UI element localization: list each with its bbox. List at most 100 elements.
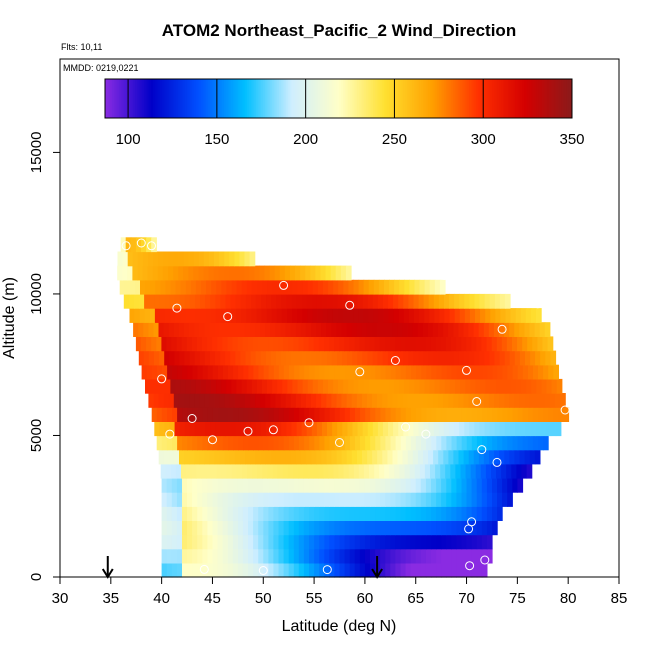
heatmap-cell bbox=[458, 350, 465, 366]
heatmap-cell bbox=[339, 492, 346, 507]
heatmap-cell bbox=[426, 407, 432, 422]
colorbar-swatch bbox=[200, 79, 204, 118]
heatmap-cell bbox=[200, 378, 207, 394]
heatmap-cell bbox=[314, 534, 320, 550]
heatmap-cell bbox=[263, 520, 269, 536]
colorbar-swatch bbox=[543, 79, 546, 118]
x-tick-label: 45 bbox=[204, 590, 221, 607]
heatmap-cell bbox=[551, 378, 558, 394]
heatmap-cell bbox=[187, 562, 193, 578]
heatmap-cell bbox=[197, 534, 203, 550]
colorbar-swatch bbox=[165, 79, 168, 118]
heatmap-cell bbox=[522, 435, 529, 451]
heatmap-cell bbox=[453, 449, 460, 465]
heatmap-cell bbox=[297, 378, 304, 394]
heatmap-cell bbox=[421, 364, 427, 380]
heatmap-cell bbox=[226, 463, 233, 479]
heatmap-cell bbox=[311, 293, 318, 309]
colorbar-swatch bbox=[174, 79, 177, 118]
colorbar-swatch bbox=[326, 79, 330, 118]
heatmap-cell bbox=[232, 562, 239, 578]
heatmap-cell bbox=[441, 364, 448, 380]
colorbar-swatch bbox=[429, 79, 433, 118]
heatmap-cell bbox=[288, 336, 295, 352]
heatmap-cell bbox=[463, 393, 470, 408]
heatmap-cell bbox=[499, 393, 505, 408]
heatmap-cell bbox=[238, 407, 244, 422]
heatmap-cell bbox=[402, 449, 409, 465]
colorbar-tick-label: 300 bbox=[471, 131, 496, 148]
heatmap-cell bbox=[133, 322, 139, 337]
heatmap-cell bbox=[261, 293, 267, 309]
heatmap-cell bbox=[370, 492, 376, 507]
colorbar-swatch bbox=[209, 79, 213, 118]
colorbar-swatch bbox=[245, 79, 248, 118]
heatmap-cell bbox=[359, 562, 366, 578]
heatmap-cell bbox=[282, 463, 289, 479]
colorbar-swatch bbox=[362, 79, 365, 118]
colorbar-swatch bbox=[330, 79, 333, 118]
heatmap-cell bbox=[263, 477, 269, 493]
heatmap-cell bbox=[392, 393, 399, 408]
heatmap-cell bbox=[300, 322, 307, 337]
heatmap-cell bbox=[165, 463, 172, 479]
heatmap-cell bbox=[539, 393, 546, 408]
colorbar-swatch bbox=[495, 79, 498, 118]
heatmap-cell bbox=[202, 562, 208, 578]
flight-points bbox=[121, 238, 570, 575]
heatmap-cell bbox=[216, 279, 222, 295]
heatmap-cell bbox=[158, 393, 165, 408]
heatmap-cell bbox=[232, 492, 239, 507]
heatmap-cell bbox=[337, 308, 344, 323]
heatmap-cell bbox=[287, 279, 294, 295]
colorbar-swatch bbox=[422, 79, 426, 118]
heatmap-cell bbox=[211, 279, 217, 295]
colorbar-swatch bbox=[296, 79, 300, 118]
colorbar-swatch bbox=[207, 79, 211, 118]
colorbar-swatch bbox=[105, 79, 108, 118]
heatmap-cell bbox=[234, 449, 241, 465]
heatmap-cell bbox=[148, 350, 155, 366]
heatmap-cell bbox=[402, 322, 409, 337]
heatmap-cell bbox=[254, 265, 261, 281]
heatmap-cell bbox=[416, 407, 422, 422]
heatmap-cell bbox=[532, 407, 539, 422]
colorbar-swatch bbox=[556, 79, 559, 118]
heatmap-cell bbox=[550, 421, 557, 437]
heatmap-cell bbox=[242, 548, 249, 564]
heatmap-cell bbox=[197, 492, 203, 507]
heatmap-cell bbox=[314, 477, 320, 493]
heatmap-cell bbox=[375, 477, 381, 493]
heatmap-cell bbox=[407, 449, 414, 465]
heatmap-cell bbox=[173, 265, 179, 281]
heatmap-cell bbox=[174, 421, 181, 437]
heatmap-cell bbox=[222, 477, 229, 493]
colorbar-swatch bbox=[394, 79, 397, 118]
heatmap-cell bbox=[474, 293, 481, 309]
heatmap-cell bbox=[403, 421, 409, 437]
heatmap-cell bbox=[451, 492, 457, 507]
heatmap-cell bbox=[409, 463, 416, 479]
heatmap-cell bbox=[388, 421, 394, 437]
colorbar-swatch bbox=[129, 79, 133, 118]
heatmap-cell bbox=[324, 336, 330, 352]
heatmap-cell bbox=[276, 293, 282, 309]
colorbar-swatch bbox=[286, 79, 289, 118]
heatmap-cell bbox=[303, 520, 310, 536]
colorbar-swatch bbox=[477, 79, 481, 118]
heatmap-cell bbox=[474, 350, 480, 366]
heatmap-cell bbox=[322, 378, 329, 394]
heatmap-cell bbox=[364, 336, 371, 352]
heatmap-cell bbox=[220, 350, 226, 366]
heatmap-cell bbox=[412, 322, 419, 337]
heatmap-cell bbox=[158, 251, 164, 267]
heatmap-cell bbox=[364, 562, 371, 578]
heatmap-cell bbox=[453, 322, 459, 337]
heatmap-cell bbox=[117, 265, 123, 281]
heatmap-cell bbox=[456, 534, 463, 550]
heatmap-cell bbox=[222, 336, 228, 352]
heatmap-cell bbox=[337, 293, 343, 309]
heatmap-cell bbox=[547, 336, 554, 352]
heatmap-cell bbox=[141, 336, 147, 352]
heatmap-cell bbox=[217, 477, 224, 493]
